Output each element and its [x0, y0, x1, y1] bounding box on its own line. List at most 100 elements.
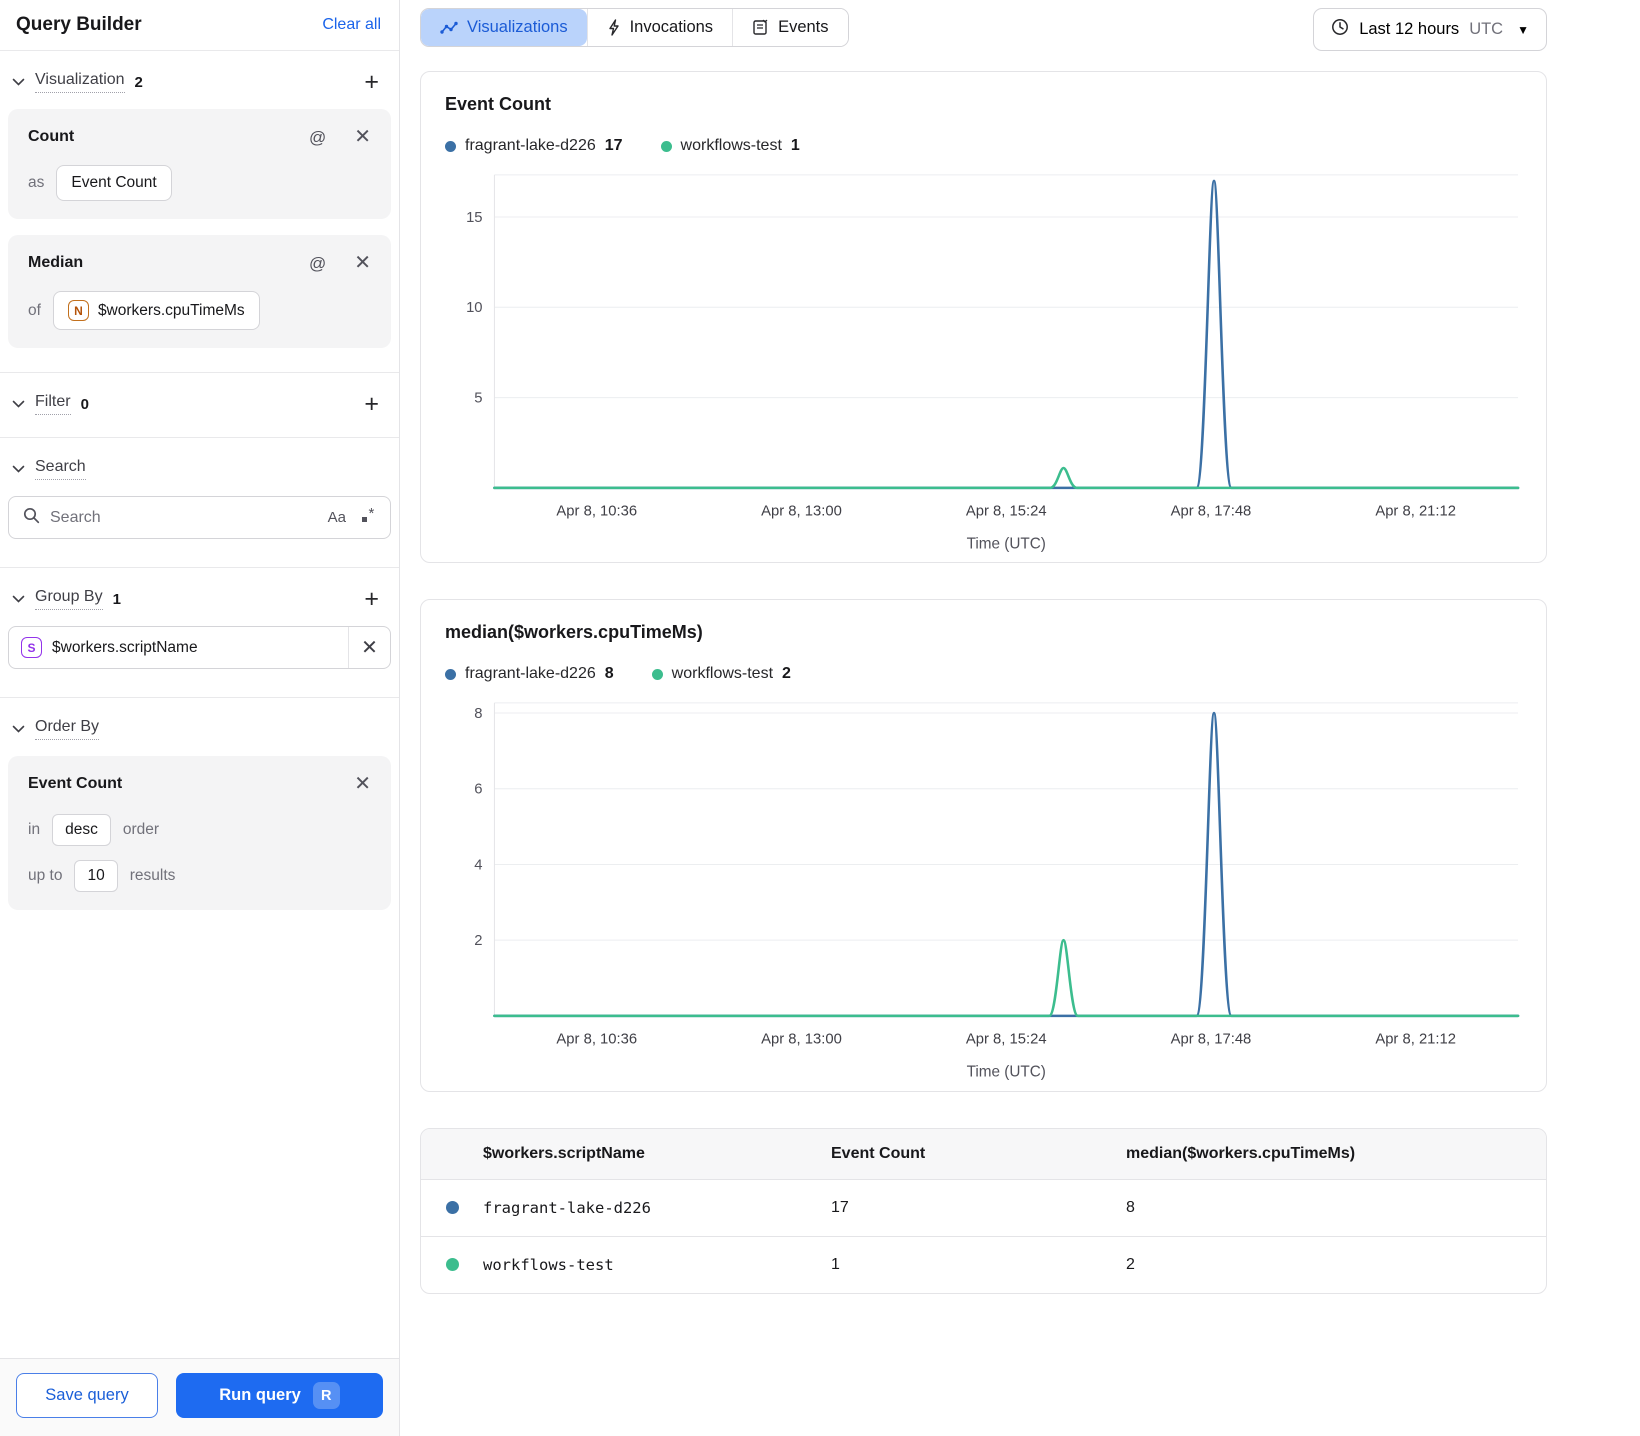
chevron-down-icon[interactable] [12, 465, 25, 474]
add-visualization-button[interactable]: + [358, 70, 385, 95]
close-icon[interactable]: ✕ [354, 126, 371, 148]
svg-text:Apr 8, 21:12: Apr 8, 21:12 [1375, 1032, 1456, 1048]
chevron-down-icon[interactable] [12, 400, 25, 409]
visualization-section: Visualization 2 + Count @ ✕ as Event C [0, 51, 399, 373]
topbar: Visualizations Invocations Events Last 1… [420, 8, 1547, 51]
view-tabs: Visualizations Invocations Events [420, 8, 849, 47]
tab-visualizations[interactable]: Visualizations [421, 9, 587, 46]
order-by-card: Event Count ✕ in desc order up to [8, 756, 391, 910]
legend-item[interactable]: fragrant-lake-d226 8 [445, 665, 614, 683]
svg-text:Time (UTC): Time (UTC) [967, 535, 1046, 552]
mention-icon[interactable]: @ [308, 253, 327, 273]
group-by-item[interactable]: S $workers.scriptName ✕ [8, 626, 391, 669]
filter-count: 0 [80, 395, 89, 413]
events-list-icon [752, 19, 769, 36]
order-direction-select[interactable]: desc [52, 814, 111, 846]
search-label: Search [35, 458, 86, 480]
field-value-box[interactable]: N $workers.cpuTimeMs [52, 291, 260, 330]
svg-text:Apr 8, 15:24: Apr 8, 15:24 [966, 1032, 1047, 1048]
chart-title: Event Count [445, 94, 551, 114]
column-event-count: Event Count [831, 1144, 926, 1162]
number-type-icon: N [67, 300, 89, 321]
svg-text:Apr 8, 17:48: Apr 8, 17:48 [1171, 1032, 1252, 1048]
group-by-count: 1 [112, 590, 121, 608]
legend-item[interactable]: workflows-test 2 [651, 665, 791, 683]
run-query-button[interactable]: Run query R [176, 1373, 383, 1418]
legend-item[interactable]: workflows-test 1 [660, 137, 800, 155]
svg-text:Apr 8, 13:00: Apr 8, 13:00 [761, 504, 842, 520]
close-icon[interactable]: ✕ [354, 252, 371, 274]
svg-text:*: * [369, 506, 375, 522]
search-icon [23, 507, 40, 529]
timezone-label: UTC [1469, 20, 1504, 38]
series-color-dot [445, 1201, 459, 1215]
svg-text:4: 4 [474, 858, 482, 874]
svg-text:Time (UTC): Time (UTC) [967, 1064, 1046, 1081]
chevron-down-icon[interactable] [12, 725, 25, 734]
svg-text:Apr 8, 21:12: Apr 8, 21:12 [1375, 504, 1456, 520]
svg-text:5: 5 [474, 391, 482, 407]
visualization-card-count: Count @ ✕ as Event Count [8, 109, 391, 219]
svg-text:6: 6 [474, 782, 482, 798]
chevron-down-icon[interactable] [12, 78, 25, 87]
sidebar-footer: Save query Run query R [0, 1358, 399, 1436]
svg-text:2: 2 [474, 933, 482, 949]
series-color-dot [660, 140, 672, 152]
table-header: $workers.scriptName Event Count median($… [421, 1128, 1546, 1180]
remove-group-by-icon[interactable]: ✕ [348, 627, 390, 668]
group-by-field: $workers.scriptName [52, 638, 198, 656]
filter-label: Filter [35, 393, 71, 415]
alias-value-box[interactable]: Event Count [56, 165, 172, 201]
string-type-icon: S [21, 637, 42, 658]
match-case-icon[interactable]: Aa [327, 509, 346, 526]
main-content: Visualizations Invocations Events Last 1… [400, 0, 1640, 1436]
clock-icon [1331, 18, 1349, 41]
visualization-label: Visualization [35, 71, 125, 93]
add-filter-button[interactable]: + [358, 392, 385, 417]
column-script-name: $workers.scriptName [483, 1144, 645, 1162]
series-color-dot [445, 140, 456, 152]
line-chart-icon [440, 21, 458, 35]
lightning-icon [607, 19, 621, 36]
aggregation-name: Median [28, 254, 84, 271]
search-input[interactable] [50, 508, 318, 527]
svg-text:Apr 8, 17:48: Apr 8, 17:48 [1171, 504, 1252, 520]
cell-event-count: 17 [831, 1198, 849, 1216]
svg-text:15: 15 [466, 210, 482, 226]
visualization-card-median: Median @ ✕ of N $workers.cpuTimeMs [8, 235, 391, 348]
order-by-field: Event Count [28, 775, 123, 792]
results-label: results [129, 867, 176, 884]
tab-events[interactable]: Events [732, 9, 848, 46]
legend-item[interactable]: fragrant-lake-d226 17 [445, 137, 623, 155]
time-range-picker[interactable]: Last 12 hours UTC ▼ [1313, 8, 1547, 51]
chart-title: median($workers.cpuTimeMs) [445, 622, 703, 643]
limit-input[interactable]: 10 [74, 860, 118, 892]
cell-median: 2 [1126, 1255, 1135, 1273]
filter-section: Filter 0 + [0, 373, 399, 438]
page-title: Query Builder [16, 14, 142, 35]
visualization-count: 2 [134, 73, 143, 91]
clear-all-button[interactable]: Clear all [322, 16, 381, 33]
median-cputime-chart-card: median($workers.cpuTimeMs) fragrant-lake… [420, 599, 1547, 1092]
as-label: as [28, 174, 45, 191]
series-color-dot [651, 668, 663, 680]
time-range-label: Last 12 hours [1359, 20, 1460, 38]
svg-text:Apr 8, 13:00: Apr 8, 13:00 [761, 1032, 842, 1048]
search-section: Search Aa * [0, 438, 399, 568]
query-builder-sidebar: Query Builder Clear all Visualization 2 … [0, 0, 400, 1436]
column-median: median($workers.cpuTimeMs) [1126, 1144, 1356, 1162]
tab-invocations[interactable]: Invocations [586, 9, 733, 46]
add-group-by-button[interactable]: + [358, 587, 385, 612]
of-label: of [28, 301, 41, 319]
save-query-button[interactable]: Save query [16, 1373, 158, 1418]
mention-icon[interactable]: @ [308, 127, 327, 147]
regex-icon[interactable]: * [360, 505, 378, 529]
up-to-label: up to [28, 867, 63, 884]
table-row: fragrant-lake-d226 17 8 [421, 1180, 1546, 1237]
svg-text:Apr 8, 10:36: Apr 8, 10:36 [556, 1032, 637, 1048]
close-icon[interactable]: ✕ [354, 773, 371, 795]
chevron-down-icon[interactable] [12, 595, 25, 604]
chart-legend: fragrant-lake-d226 8 workflows-test 2 [445, 665, 1522, 683]
svg-text:Apr 8, 10:36: Apr 8, 10:36 [556, 504, 637, 520]
